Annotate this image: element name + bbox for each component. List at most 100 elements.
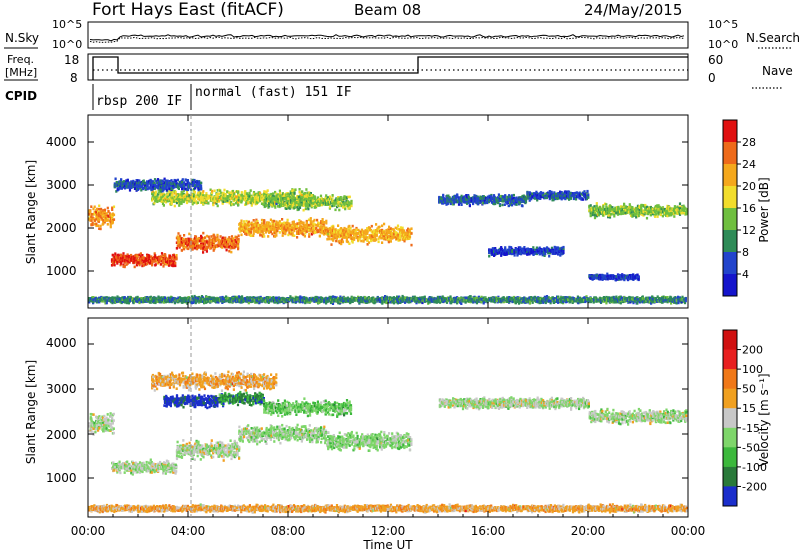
power-cell [97, 207, 100, 211]
power-cell [130, 180, 133, 183]
power-cell [330, 230, 333, 234]
power-cell [268, 231, 271, 234]
power-cell [243, 230, 246, 233]
power-cell [230, 197, 233, 200]
power-cell [157, 191, 160, 195]
power-cell [321, 226, 324, 229]
power-cell [238, 195, 241, 198]
power-cell [204, 242, 207, 246]
power-cell [93, 222, 97, 226]
power-cell [141, 254, 144, 257]
power-cell [105, 212, 108, 215]
power-cell [256, 201, 259, 204]
power-cell [192, 242, 195, 245]
power-cell [327, 200, 330, 204]
power-cell [193, 199, 196, 202]
power-cell [380, 236, 383, 240]
power-cell [198, 180, 201, 184]
power-cell [89, 210, 92, 213]
power-cell [196, 246, 199, 250]
power-cell [536, 198, 539, 202]
power-cell [178, 204, 181, 207]
power-cell [348, 224, 351, 228]
power-cell [140, 188, 143, 192]
power-cell [581, 198, 584, 201]
power-cell [501, 203, 504, 207]
power-cell [364, 237, 367, 241]
power-cell [581, 191, 584, 195]
power-cell [162, 186, 165, 190]
power-cell [180, 202, 183, 205]
power-cell [186, 188, 189, 191]
power-cell [199, 201, 202, 204]
power-cell [231, 202, 234, 206]
power-cell [498, 203, 502, 206]
power-cell [278, 189, 281, 193]
power-cell [198, 238, 201, 241]
beam-label: Beam 08 [354, 1, 421, 19]
power-cell [559, 192, 562, 195]
power-cell [351, 229, 354, 232]
power-cell [154, 193, 157, 197]
power-cell [203, 245, 206, 248]
power-cell [241, 228, 244, 232]
power-cell [463, 198, 466, 202]
power-cell [213, 247, 216, 251]
power-cell [408, 235, 412, 239]
power-cell [338, 241, 341, 245]
power-cell [197, 193, 200, 196]
power-cell [279, 191, 282, 195]
power-cell [455, 196, 458, 200]
power-cell [181, 192, 184, 195]
power-cell [363, 235, 366, 239]
power-cell [304, 228, 307, 232]
power-cell [401, 236, 404, 240]
power-cell [302, 195, 305, 198]
power-heatmap [88, 177, 689, 305]
power-cell [186, 243, 189, 247]
power-cell [398, 228, 401, 231]
power-cell [296, 229, 299, 233]
power-cell [229, 244, 232, 248]
power-cell [224, 197, 227, 200]
power-cell [587, 196, 590, 199]
power-cell [193, 181, 196, 184]
power-cell [219, 235, 222, 238]
power-cell [92, 212, 95, 216]
power-cell [166, 184, 169, 187]
power-cell [110, 264, 114, 267]
nave-tick-bottom: 0 [708, 71, 716, 85]
power-cell [95, 224, 98, 228]
power-cell [444, 199, 447, 203]
power-cell [331, 204, 334, 208]
power-cell [166, 257, 169, 261]
power-cell [285, 207, 288, 210]
power-cell [116, 262, 119, 265]
power-cell [450, 202, 453, 205]
power-cell [379, 235, 382, 238]
power-cell [250, 225, 253, 229]
power-cell [513, 196, 516, 200]
power-cell [396, 227, 400, 231]
power-cell [112, 205, 116, 209]
power-cell [329, 205, 332, 209]
power-cell [193, 191, 196, 194]
power-cell [383, 237, 386, 241]
power-cell [141, 264, 144, 268]
power-cell [291, 189, 294, 192]
power-cell [99, 215, 102, 219]
power-cell [237, 247, 240, 251]
power-cell [202, 251, 205, 254]
power-cell [374, 233, 377, 236]
power-cell [320, 197, 323, 200]
power-cell [511, 197, 514, 201]
power-cell [553, 191, 556, 194]
power-cell [604, 212, 607, 216]
power-cell [564, 194, 567, 197]
power-cell [408, 230, 412, 233]
power-cell [283, 197, 286, 200]
power-cell [511, 200, 514, 203]
power-cell [128, 182, 132, 186]
power-cell [175, 257, 178, 261]
power-cell [319, 194, 323, 198]
